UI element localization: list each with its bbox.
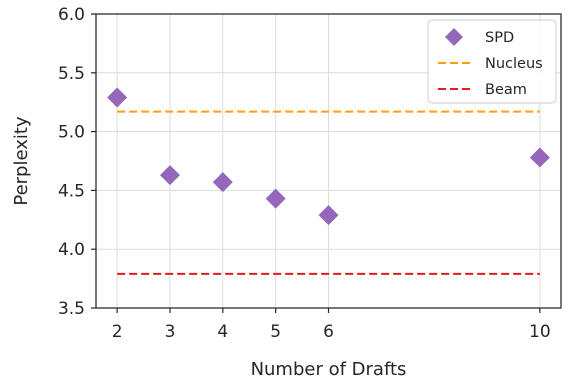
x-tick-label: 3 [165,322,176,342]
legend-label: Nucleus [485,56,543,72]
legend-label: Beam [485,82,527,98]
legend-swatch-spd [445,28,463,46]
spd-point [212,172,233,193]
x-axis-ticks: 2 3 4 5 6 10 [112,308,551,342]
x-tick-label: 6 [323,322,334,342]
y-tick-label: 3.5 [58,299,85,319]
x-tick-label: 4 [217,322,228,342]
x-tick-label: 5 [270,322,281,342]
legend: SPD Nucleus Beam [427,19,557,104]
y-tick-label: 4.0 [58,240,85,260]
y-tick-label: 6.0 [58,5,85,25]
x-tick-label: 2 [112,322,123,342]
spd-point [159,165,180,186]
y-axis-label: Perplexity [11,116,32,206]
y-tick-label: 4.5 [58,181,85,201]
spd-point [318,205,339,226]
y-axis-ticks: 3.5 4.0 4.5 5.0 5.5 6.0 [58,5,96,319]
x-axis-label: Number of Drafts [251,359,407,380]
series-layer [107,87,550,275]
spd-point [529,147,550,168]
legend-label: SPD [485,30,514,46]
x-tick-label: 10 [529,322,551,342]
spd-point [265,188,286,209]
y-tick-label: 5.0 [58,123,85,143]
y-tick-label: 5.5 [58,64,85,84]
spd-point [107,87,128,108]
legend-box [427,19,557,104]
